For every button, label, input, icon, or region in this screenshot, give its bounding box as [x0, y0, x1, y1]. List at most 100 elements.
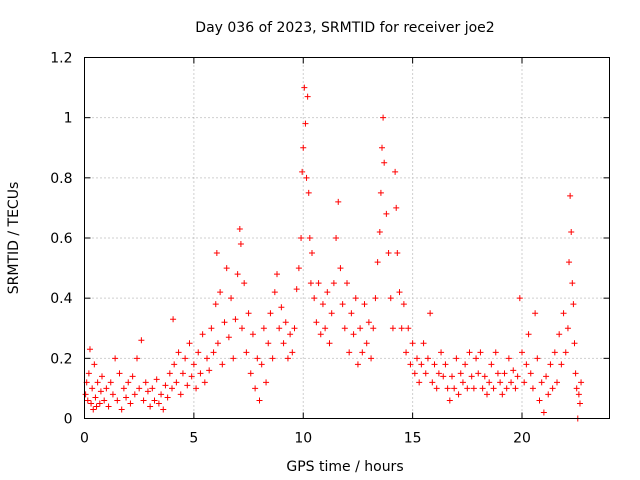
- data-point: [123, 394, 130, 401]
- data-point: [372, 295, 379, 302]
- data-point: [153, 376, 160, 383]
- data-point: [142, 379, 149, 386]
- data-point: [85, 370, 92, 377]
- data-point: [438, 349, 445, 356]
- data-point: [442, 361, 449, 368]
- data-point: [134, 355, 140, 362]
- data-point: [307, 280, 314, 287]
- data-point: [473, 355, 480, 362]
- data-point: [298, 235, 305, 241]
- data-point: [468, 373, 475, 380]
- data-point: [90, 406, 97, 413]
- data-point: [219, 361, 226, 368]
- data-point: [158, 391, 165, 398]
- x-tick-label: 5: [189, 431, 198, 447]
- data-point: [383, 210, 390, 217]
- data-point: [497, 379, 504, 386]
- data-point: [330, 280, 337, 287]
- data-point: [453, 355, 460, 362]
- data-point: [379, 144, 385, 151]
- data-point: [359, 349, 366, 356]
- data-point: [195, 349, 202, 356]
- data-point: [459, 379, 466, 386]
- data-point: [179, 370, 186, 377]
- data-point: [405, 325, 412, 332]
- data-point: [433, 385, 440, 392]
- data-point: [392, 168, 399, 175]
- data-point: [558, 361, 565, 368]
- data-point: [562, 349, 569, 356]
- data-point: [540, 409, 547, 416]
- data-point: [435, 370, 442, 377]
- data-point: [499, 391, 506, 398]
- y-tick-label: 0.4: [50, 291, 72, 307]
- data-point: [479, 385, 486, 392]
- data-point: [389, 325, 396, 332]
- data-point: [424, 355, 431, 362]
- data-point: [243, 349, 250, 356]
- data-point: [551, 349, 558, 356]
- data-point: [357, 325, 364, 332]
- data-point: [84, 397, 91, 404]
- data-point: [510, 367, 517, 374]
- data-point: [188, 373, 195, 380]
- data-point: [313, 319, 320, 326]
- data-point: [370, 325, 377, 332]
- data-point: [299, 168, 306, 175]
- data-point: [568, 228, 575, 235]
- data-point: [263, 379, 270, 386]
- data-point: [387, 295, 394, 302]
- axis-ticks: 0 0.2 0.4 0.6 0.8 1 1.2 0 5 10 15 20: [50, 51, 610, 447]
- data-point: [532, 310, 539, 317]
- data-point: [523, 361, 530, 368]
- data-point: [400, 301, 407, 308]
- data-point: [470, 385, 477, 392]
- data-point: [398, 325, 405, 332]
- data-point: [486, 379, 493, 386]
- data-point: [169, 385, 175, 392]
- data-point: [444, 385, 451, 392]
- data-point: [164, 394, 171, 401]
- data-point: [346, 349, 353, 356]
- data-point: [303, 174, 310, 181]
- data-point: [88, 400, 95, 407]
- data-point: [249, 331, 256, 338]
- data-point: [536, 397, 543, 404]
- y-axis-label: SRMTID / TECUs: [6, 182, 22, 295]
- data-point: [166, 370, 173, 377]
- data-point: [293, 286, 300, 293]
- data-point: [118, 406, 125, 413]
- data-point: [177, 391, 184, 398]
- data-point: [287, 331, 294, 338]
- data-point: [186, 340, 193, 347]
- data-point: [337, 265, 344, 272]
- data-point: [144, 388, 151, 395]
- data-point: [538, 379, 545, 386]
- data-point: [570, 301, 577, 308]
- data-point: [466, 349, 473, 356]
- data-point: [199, 331, 206, 338]
- data-point: [393, 204, 400, 211]
- data-point: [258, 361, 265, 368]
- data-point: [151, 397, 158, 404]
- data-point: [291, 325, 298, 332]
- data-point: [105, 403, 112, 410]
- data-point: [94, 379, 101, 386]
- data-point: [462, 361, 469, 368]
- data-point: [155, 400, 162, 407]
- data-point: [241, 280, 248, 287]
- data-point: [89, 385, 96, 392]
- data-point: [91, 361, 98, 368]
- data-point: [381, 159, 388, 166]
- data-point: [256, 397, 263, 404]
- data-point: [278, 304, 285, 311]
- data-point: [505, 355, 512, 362]
- data-point: [350, 331, 357, 338]
- data-point: [361, 301, 368, 308]
- data-point: [92, 394, 99, 401]
- data-point: [394, 250, 401, 257]
- data-point: [309, 250, 315, 257]
- data-point: [512, 385, 519, 392]
- data-point: [403, 349, 410, 356]
